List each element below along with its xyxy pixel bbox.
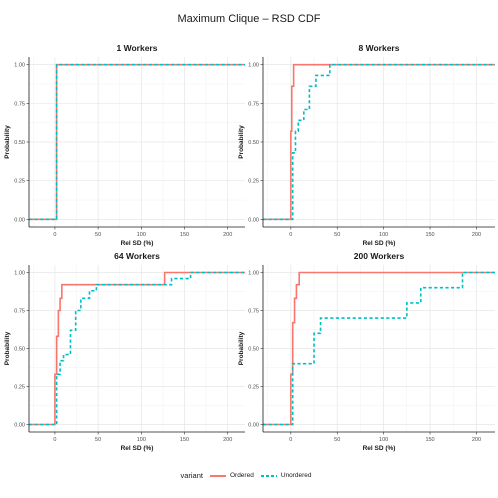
y-tick-label: 0.50 <box>248 140 259 146</box>
panel-title: 1 Workers <box>117 43 158 53</box>
y-tick-label: 0.00 <box>248 217 259 223</box>
y-axis-label: Probability <box>238 125 245 159</box>
y-tick-label: 0.25 <box>14 384 25 390</box>
series-line-unordered <box>263 63 495 221</box>
x-tick-label: 150 <box>180 232 189 238</box>
x-axis-label: Rel SD (%) <box>363 445 396 452</box>
x-tick-label: 50 <box>95 232 101 238</box>
x-tick-label: 100 <box>137 437 146 443</box>
y-tick-label: 0.75 <box>248 101 259 107</box>
y-tick-label: 0.75 <box>14 101 25 107</box>
x-tick-label: 50 <box>334 437 340 443</box>
x-tick-label: 0 <box>289 437 292 443</box>
x-tick-label: 100 <box>379 437 388 443</box>
panel-64-workers: 64 Workers 0 50 100 150 200 0.00 0.25 0.50 0.75 1.… <box>4 251 245 452</box>
panel-title: 200 Workers <box>354 251 405 261</box>
panel-1-workers: 1 Workers 0 50 100 150 200 0.00 0.25 0.50 0.75 1.0… <box>4 43 245 247</box>
y-tick-label: 1.00 <box>14 271 25 277</box>
y-tick-label: 1.00 <box>14 63 25 69</box>
y-axis-label: Probability <box>238 331 245 365</box>
series-line-ordered <box>263 63 495 221</box>
x-tick-label: 100 <box>379 232 388 238</box>
legend-label-unordered: Unordered <box>280 472 312 479</box>
x-axis-label: Rel SD (%) <box>363 240 396 247</box>
x-axis-label: Rel SD (%) <box>121 240 154 247</box>
legend-title: variant <box>180 471 203 480</box>
legend: variant Ordered Unordered <box>0 471 498 480</box>
y-tick-label: 0.25 <box>14 179 25 185</box>
panel-title: 64 Workers <box>114 251 160 261</box>
x-tick-label: 0 <box>53 232 56 238</box>
x-tick-label: 150 <box>180 437 189 443</box>
y-tick-label: 1.00 <box>248 271 259 277</box>
legend-label-ordered: Ordered <box>229 472 254 479</box>
x-tick-label: 200 <box>472 232 481 238</box>
x-axis-label: Rel SD (%) <box>121 445 154 452</box>
x-tick-label: 50 <box>95 437 101 443</box>
y-tick-label: 0.00 <box>14 217 25 223</box>
y-tick-label: 0.25 <box>248 179 259 185</box>
y-tick-label: 0.50 <box>14 140 25 146</box>
panel-200-workers: 200 Workers 0 50 100 150 200 0.00 0.25 0.50 0.75 1… <box>238 251 495 452</box>
y-tick-label: 0.75 <box>14 309 25 315</box>
x-tick-label: 200 <box>472 437 481 443</box>
x-tick-label: 0 <box>289 232 292 238</box>
x-tick-label: 0 <box>53 437 56 443</box>
x-tick-label: 150 <box>425 437 434 443</box>
y-tick-label: 0.00 <box>14 422 25 428</box>
legend-item-unordered: Unordered <box>260 472 312 480</box>
x-tick-label: 50 <box>334 232 340 238</box>
y-axis-label: Probability <box>4 331 11 365</box>
y-tick-label: 0.75 <box>248 309 259 315</box>
x-tick-label: 150 <box>425 232 434 238</box>
legend-swatch-ordered <box>209 474 226 477</box>
x-tick-label: 100 <box>137 232 146 238</box>
legend-swatch-unordered <box>260 474 277 477</box>
x-tick-label: 200 <box>223 437 232 443</box>
panel-8-workers: 8 Workers 0 50 100 150 200 0.00 0.25 0.50 0.75 1.0… <box>238 43 495 247</box>
chart-main-title: Maximum Clique – RSD CDF <box>177 13 321 25</box>
panel-title: 8 Workers <box>359 43 400 53</box>
y-tick-label: 0.50 <box>14 347 25 353</box>
y-tick-label: 0.25 <box>248 384 259 390</box>
legend-item-ordered: Ordered <box>209 472 254 480</box>
y-tick-label: 0.00 <box>248 422 259 428</box>
y-tick-label: 1.00 <box>248 63 259 69</box>
y-tick-label: 0.50 <box>248 347 259 353</box>
series-line-unordered <box>29 271 245 426</box>
series-line-ordered <box>263 271 495 426</box>
x-tick-label: 200 <box>223 232 232 238</box>
y-axis-label: Probability <box>4 125 11 159</box>
series-line-unordered <box>29 63 245 221</box>
